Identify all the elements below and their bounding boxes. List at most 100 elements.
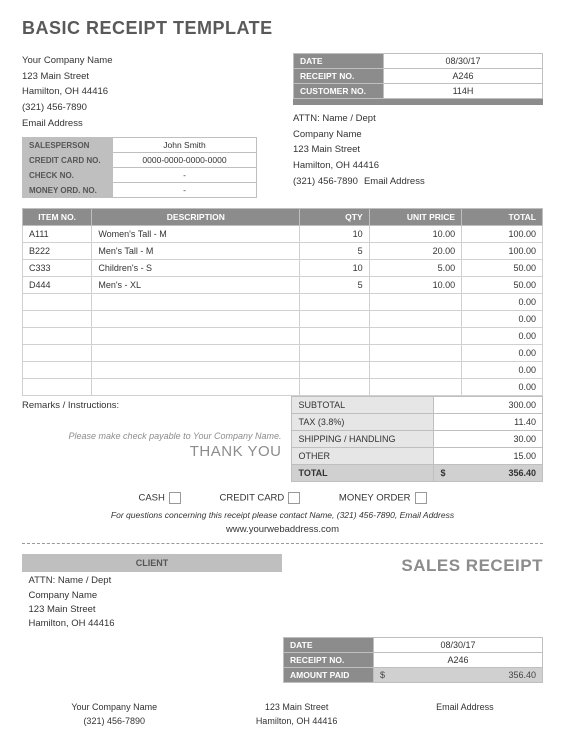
table-row: C333Children's - S105.0050.00 <box>23 260 543 277</box>
items-table: ITEM NO. DESCRIPTION QTY UNIT PRICE TOTA… <box>22 208 543 396</box>
cc-value: 0000-0000-0000-0000 <box>113 153 257 168</box>
company-and-sales-col: Your Company Name 123 Main Street Hamilt… <box>22 53 257 198</box>
cell-unit-price <box>369 328 461 345</box>
remarks-col: Remarks / Instructions: Please make chec… <box>22 396 291 482</box>
cell-total: 100.00 <box>462 226 543 243</box>
cell-description <box>92 362 300 379</box>
salesperson-label: SALESPERSON <box>23 138 113 153</box>
check-value: - <box>113 168 257 183</box>
cell-total: 50.00 <box>462 260 543 277</box>
receipt-no-label: RECEIPT NO. <box>294 69 384 84</box>
check-label: CHECK NO. <box>23 168 113 183</box>
col-total: TOTAL <box>462 209 543 226</box>
cell-total: 0.00 <box>462 345 543 362</box>
cell-unit-price: 5.00 <box>369 260 461 277</box>
slip-receipt-label: RECEIPT NO. <box>284 653 374 668</box>
cash-checkbox[interactable] <box>169 492 181 504</box>
slip-date-value: 08/30/17 <box>374 638 543 653</box>
remarks-label: Remarks / Instructions: <box>22 400 291 411</box>
cell-item-no <box>23 294 92 311</box>
date-value: 08/30/17 <box>384 54 543 69</box>
cell-description <box>92 345 300 362</box>
cell-qty: 10 <box>300 226 369 243</box>
cell-qty <box>300 311 369 328</box>
moneyorder-checkbox[interactable] <box>415 492 427 504</box>
cell-unit-price <box>369 379 461 396</box>
cell-total: 100.00 <box>462 243 543 260</box>
cell-total: 0.00 <box>462 362 543 379</box>
cc-label: CREDIT CARD NO. <box>23 153 113 168</box>
cell-qty: 5 <box>300 277 369 294</box>
payable-note: Please make check payable to Your Compan… <box>22 431 291 441</box>
tear-line <box>22 543 543 544</box>
table-row: D444Men's - XL510.0050.00 <box>23 277 543 294</box>
table-row: 0.00 <box>23 311 543 328</box>
company-city: Hamilton, OH 44416 <box>22 84 257 100</box>
shipping-label: SHIPPING / HANDLING <box>292 431 434 448</box>
cell-total: 0.00 <box>462 294 543 311</box>
company-phone: (321) 456-7890 <box>22 100 257 116</box>
attn-phone: (321) 456-7890 <box>293 174 358 190</box>
other-value: 15.00 <box>434 448 543 465</box>
cell-item-no: A111 <box>23 226 92 243</box>
subtotal-value: 300.00 <box>434 397 543 414</box>
total-value: $356.40 <box>434 465 543 482</box>
page-title: BASIC RECEIPT TEMPLATE <box>22 18 543 39</box>
cell-total: 0.00 <box>462 379 543 396</box>
footer-col-2: 123 Main StreetHamilton, OH 44416 <box>256 701 338 728</box>
creditcard-label: CREDIT CARD <box>220 493 285 504</box>
cell-total: 50.00 <box>462 277 543 294</box>
table-row: B222Men's Tall - M520.00100.00 <box>23 243 543 260</box>
cell-item-no: B222 <box>23 243 92 260</box>
cell-qty: 5 <box>300 243 369 260</box>
mo-value: - <box>113 183 257 198</box>
attn-name: ATTN: Name / Dept <box>293 111 543 127</box>
other-label: OTHER <box>292 448 434 465</box>
website-url: www.yourwebaddress.com <box>22 524 543 535</box>
salesperson-value: John Smith <box>113 138 257 153</box>
client-header: CLIENT <box>23 555 282 572</box>
cell-unit-price <box>369 311 461 328</box>
cell-description <box>92 328 300 345</box>
table-row: 0.00 <box>23 362 543 379</box>
footer-col-3: Email Address <box>436 701 494 728</box>
attn-city: Hamilton, OH 44416 <box>293 158 543 174</box>
cell-qty <box>300 362 369 379</box>
cell-description: Men's Tall - M <box>92 243 300 260</box>
slip-meta-table: DATE08/30/17 RECEIPT NO.A246 AMOUNT PAID… <box>283 637 543 683</box>
footer-row: Your Company Name(321) 456-7890 123 Main… <box>22 701 543 728</box>
cell-qty <box>300 294 369 311</box>
payment-options: CASH CREDIT CARD MONEY ORDER <box>22 492 543 504</box>
slip-attn: ATTN: Name / Dept <box>29 574 276 588</box>
cell-description: Men's - XL <box>92 277 300 294</box>
totals-table: SUBTOTAL300.00 TAX (3.8%)11.40 SHIPPING … <box>291 396 543 482</box>
col-qty: QTY <box>300 209 369 226</box>
footer-col-1: Your Company Name(321) 456-7890 <box>71 701 157 728</box>
cash-label: CASH <box>138 493 164 504</box>
moneyorder-label: MONEY ORDER <box>339 493 411 504</box>
slip-amount-value: $356.40 <box>374 668 543 683</box>
attn-email: Email Address <box>364 174 425 190</box>
attn-block: ATTN: Name / Dept Company Name 123 Main … <box>293 111 543 189</box>
cell-total: 0.00 <box>462 311 543 328</box>
cell-qty <box>300 328 369 345</box>
attn-street: 123 Main Street <box>293 142 543 158</box>
company-name: Your Company Name <box>22 53 257 69</box>
meta-col: DATE08/30/17 RECEIPT NO.A246 CUSTOMER NO… <box>293 53 543 198</box>
creditcard-checkbox[interactable] <box>288 492 300 504</box>
cell-unit-price: 20.00 <box>369 243 461 260</box>
cell-qty <box>300 379 369 396</box>
slip-city: Hamilton, OH 44416 <box>29 617 276 631</box>
table-row: A111Women's Tall - M1010.00100.00 <box>23 226 543 243</box>
cell-description <box>92 311 300 328</box>
attn-company: Company Name <box>293 127 543 143</box>
company-block: Your Company Name 123 Main Street Hamilt… <box>22 53 257 131</box>
tax-value: 11.40 <box>434 414 543 431</box>
cell-item-no <box>23 379 92 396</box>
customer-no-value: 114H <box>384 84 543 99</box>
table-row: 0.00 <box>23 328 543 345</box>
bottom-section: Remarks / Instructions: Please make chec… <box>22 396 543 482</box>
cell-description: Women's Tall - M <box>92 226 300 243</box>
cell-item-no <box>23 311 92 328</box>
attn-bar <box>293 99 543 105</box>
